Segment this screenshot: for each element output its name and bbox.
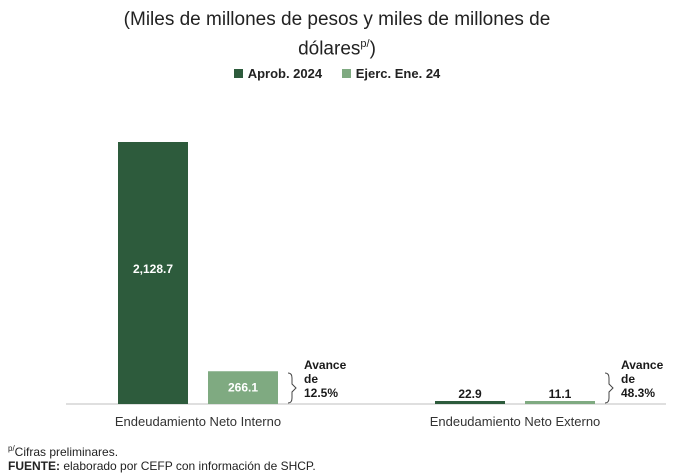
data-label-1-0: 266.1	[228, 381, 258, 395]
legend-label-ejerc: Ejerc. Ene. 24	[355, 66, 441, 81]
data-label-1-1: 11.1	[549, 387, 572, 401]
category-label-1: Endeudamiento Neto Externo	[430, 414, 601, 429]
legend-item-ejerc: Ejerc. Ene. 24	[341, 66, 441, 81]
legend-swatch-aprob	[233, 69, 243, 78]
data-label-0-1: 22.9	[458, 387, 482, 401]
bar-1-1	[525, 401, 595, 404]
title-line-1: (Miles de millones de pesos y miles de m…	[123, 9, 551, 30]
source-text: elaborado por CEFP con información de SH…	[60, 459, 316, 473]
title-line-2-text: dólares	[298, 38, 361, 60]
annotation-text-1-1: de	[621, 372, 635, 386]
title-preliminary-mark: p/	[360, 38, 370, 50]
annotation-bracket-0	[287, 372, 297, 404]
annotation-text-1-2: 48.3%	[621, 386, 655, 400]
footnote-mark: p/	[8, 444, 15, 453]
data-label-0-0: 2,128.7	[133, 262, 173, 276]
category-label-0: Endeudamiento Neto Interno	[115, 414, 281, 429]
annotation-bracket-1	[604, 372, 614, 404]
annotation-text-0-1: de	[304, 372, 318, 386]
annotation-text-1-0: Avance	[621, 358, 664, 372]
annotation-text-0-2: 12.5%	[304, 386, 338, 400]
bar-0-1	[435, 401, 505, 404]
chart-legend: Aprob. 2024 Ejerc. Ene. 24	[0, 66, 674, 81]
source-label: FUENTE:	[8, 459, 60, 473]
title-line-2: dólaresp/)	[0, 32, 674, 61]
legend-item-aprob: Aprob. 2024	[233, 66, 323, 81]
footnote-source: FUENTE: elaborado por CEFP con informaci…	[8, 459, 316, 473]
footnote-preliminary: p/Cifras preliminares.	[8, 444, 118, 459]
bar-1-0	[208, 371, 278, 404]
title-line-2-end: )	[369, 38, 376, 60]
legend-label-aprob: Aprob. 2024	[247, 66, 323, 81]
legend-swatch-ejerc	[341, 69, 351, 78]
footnote-text: Cifras preliminares.	[14, 445, 119, 459]
chart-title: (Miles de millones de pesos y miles de m…	[0, 8, 674, 61]
annotation-text-0-0: Avance	[304, 358, 347, 372]
bar-0-0	[118, 142, 188, 404]
